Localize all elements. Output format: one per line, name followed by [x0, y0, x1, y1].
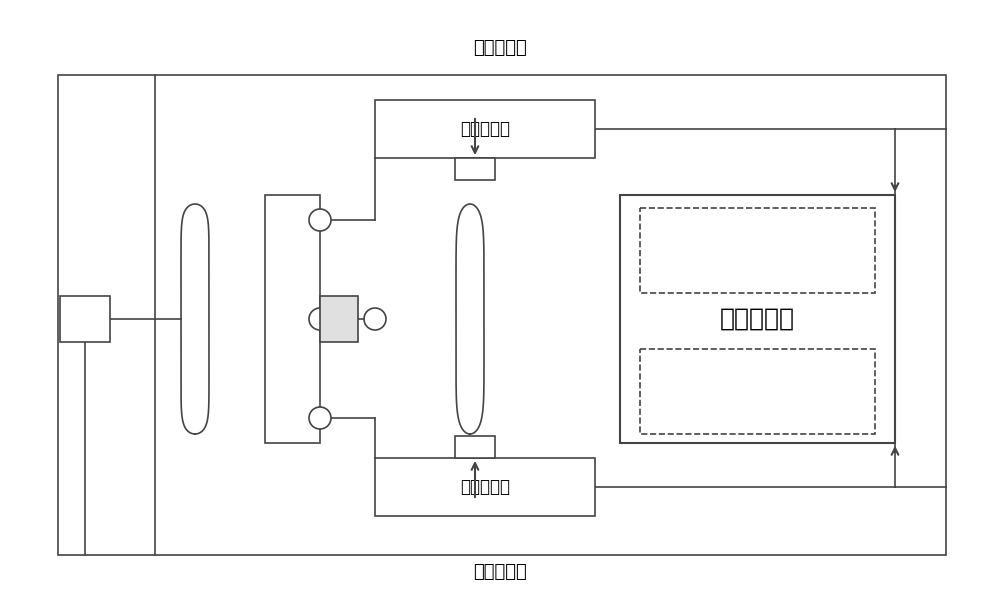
Circle shape: [309, 308, 331, 330]
Bar: [58, 75, 946, 555]
Bar: [320, 296, 358, 342]
Circle shape: [309, 209, 331, 231]
Bar: [375, 100, 595, 158]
Bar: [640, 208, 875, 293]
Bar: [60, 296, 110, 342]
Bar: [640, 349, 875, 434]
Circle shape: [309, 407, 331, 429]
Bar: [455, 158, 495, 180]
Polygon shape: [456, 204, 484, 434]
Bar: [375, 458, 595, 516]
Bar: [265, 195, 320, 443]
Text: 伺服阀控制: 伺服阀控制: [460, 478, 510, 496]
Text: 伺服阀控制: 伺服阀控制: [460, 120, 510, 138]
Text: 传感器输出: 传感器输出: [473, 563, 527, 581]
Circle shape: [364, 308, 386, 330]
Polygon shape: [181, 204, 209, 434]
Text: 传感器输出: 传感器输出: [473, 39, 527, 57]
Bar: [620, 195, 895, 443]
Bar: [455, 436, 495, 458]
Text: 试验控制间: 试验控制间: [720, 307, 795, 331]
